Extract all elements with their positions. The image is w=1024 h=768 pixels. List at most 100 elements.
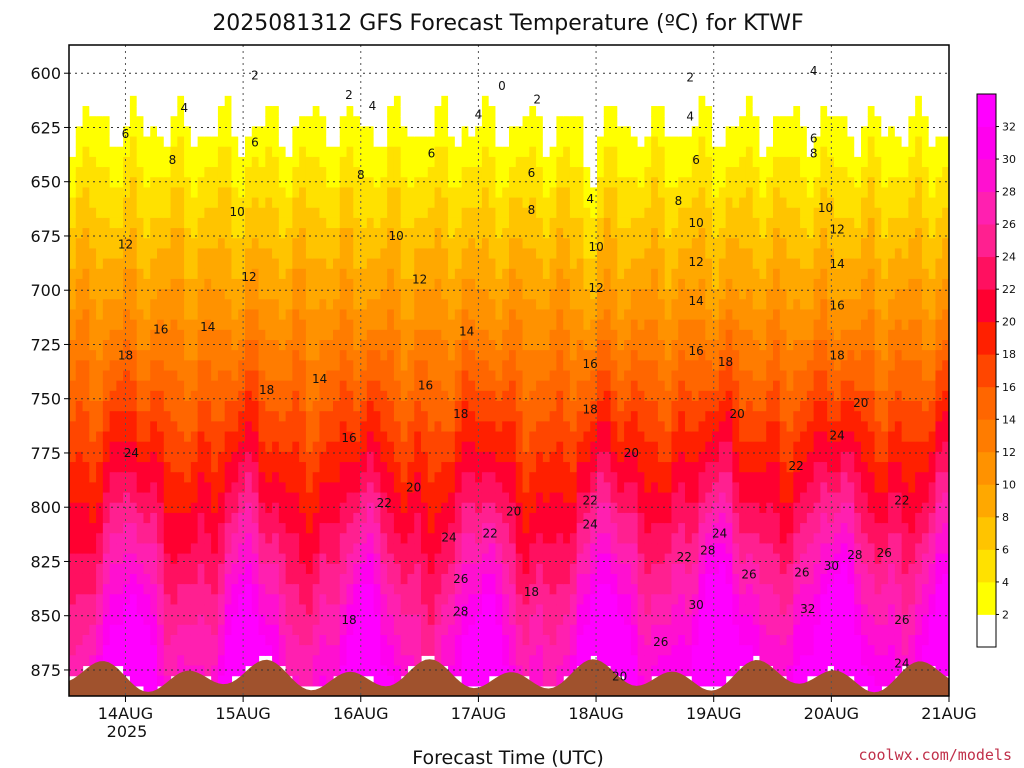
heatmap-cell [197,217,205,229]
heatmap-cell [468,268,476,280]
heatmap-cell [333,299,341,311]
heatmap-cell [414,462,422,473]
heatmap-cell [366,584,375,595]
heatmap-cell [96,126,104,138]
heatmap-cell [299,217,307,229]
heatmap-cell [265,431,273,443]
heatmap-cell [597,502,605,514]
heatmap-cell [150,655,158,667]
heatmap-cell [495,156,503,168]
heatmap-cell [116,451,124,463]
heatmap-cell [258,126,266,138]
heatmap-cell [502,146,510,158]
heatmap-cell [461,136,469,148]
heatmap-cell [177,217,185,229]
heatmap-cell [143,45,151,56]
heatmap-cell [278,645,287,656]
heatmap-cell [603,594,612,606]
heatmap-cell [468,451,476,463]
heatmap-cell [75,604,84,616]
heatmap-cell [346,624,354,636]
heatmap-cell [245,401,253,412]
heatmap-cell [522,116,530,127]
heatmap-cell [502,197,510,209]
heatmap-cell [211,390,219,402]
heatmap-cell [427,482,436,494]
heatmap-cell [481,451,490,463]
heatmap-cell [434,156,442,168]
heatmap-cell [305,55,314,66]
heatmap-cell [454,106,463,117]
heatmap-cell [583,278,591,290]
heatmap-cell [556,492,564,504]
heatmap-cell [312,360,321,372]
heatmap-cell [590,329,598,341]
heatmap-cell [576,614,585,626]
heatmap-cell [366,177,375,188]
heatmap-cell [536,339,544,351]
heatmap-cell [116,177,124,188]
heatmap-cell [333,665,341,677]
heatmap-cell [312,289,321,300]
heatmap-cell [285,45,293,56]
heatmap-cell [502,55,510,66]
heatmap-cell [265,197,273,209]
heatmap-cell [109,401,117,412]
heatmap-cell [454,156,463,168]
heatmap-cell [481,634,490,646]
heatmap-cell [563,441,571,453]
heatmap-cell [217,512,226,524]
heatmap-cell [366,156,375,168]
heatmap-cell [150,533,158,545]
heatmap-cell [319,309,327,321]
heatmap-cell [177,431,185,443]
heatmap-cell [597,482,605,494]
heatmap-cell [116,136,124,148]
heatmap-cell [150,65,158,77]
heatmap-cell [454,248,463,260]
heatmap-cell [475,289,483,300]
heatmap-cell [353,197,361,209]
heatmap-cell [177,492,185,504]
heatmap-cell [292,645,300,656]
heatmap-cell [319,228,327,239]
heatmap-cell [123,360,131,372]
heatmap-cell [299,645,307,656]
heatmap-cell [319,655,327,667]
heatmap-cell [563,401,571,412]
heatmap-cell [319,238,327,250]
heatmap-cell [224,177,233,188]
heatmap-cell [502,167,510,178]
heatmap-cell [468,258,476,270]
heatmap-cell [136,136,145,148]
heatmap-cell [211,533,219,545]
heatmap-cell [522,441,530,453]
heatmap-cell [509,65,517,77]
heatmap-cell [251,197,260,209]
heatmap-cell [414,238,422,250]
heatmap-cell [380,309,388,321]
heatmap-cell [89,533,97,545]
heatmap-cell [610,45,618,56]
heatmap-cell [211,431,219,443]
heatmap-cell [272,75,280,87]
heatmap-cell [109,431,117,443]
heatmap-cell [217,411,226,422]
heatmap-cell [488,258,497,270]
heatmap-cell [414,533,422,545]
heatmap-cell [231,523,239,534]
heatmap-cell [610,268,618,280]
heatmap-cell [583,472,591,483]
heatmap-cell [461,472,469,483]
heatmap-cell [542,655,551,667]
heatmap-cell [373,401,381,412]
heatmap-cell [346,217,354,229]
heatmap-cell [468,573,476,585]
heatmap-cell [373,472,381,483]
heatmap-cell [136,431,145,443]
heatmap-cell [217,360,226,372]
heatmap-cell [346,207,354,219]
heatmap-cell [157,553,165,565]
heatmap-cell [380,533,388,545]
heatmap-cell [448,360,456,372]
